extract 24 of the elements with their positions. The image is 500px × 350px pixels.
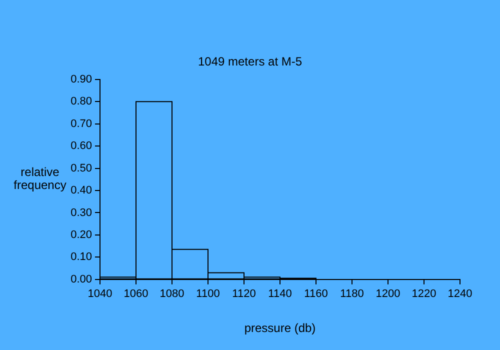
x-tick-label: 1220: [412, 288, 436, 300]
y-tick-label: 0.70: [70, 118, 92, 130]
y-tick-label: 0.30: [70, 206, 92, 219]
x-tick-label: 1100: [196, 288, 220, 300]
y-tick-label: 0.40: [70, 184, 92, 197]
y-tick-label: 0.00: [70, 273, 92, 286]
x-tick-label: 1240: [448, 288, 472, 300]
y-tick-label: 0.50: [70, 162, 92, 174]
x-tick-label: 1200: [376, 288, 400, 300]
x-tick-label: 1040: [88, 288, 112, 300]
x-tick-label: 1160: [304, 288, 328, 300]
x-tick-label: 1120: [232, 288, 256, 300]
y-tick-label: 0.90: [70, 73, 92, 86]
chart-title: 1049 meters at M-5: [198, 54, 302, 69]
x-tick-label: 1140: [268, 288, 292, 300]
y-axis-title: relative frequency: [14, 165, 66, 192]
x-tick-label: 1180: [340, 288, 364, 300]
y-tick-label: 0.80: [70, 96, 92, 108]
y-tick-label: 0.60: [70, 140, 92, 152]
x-tick-label: 1080: [160, 288, 184, 300]
x-axis-title: pressure (db): [244, 321, 316, 336]
y-tick-label: 0.10: [70, 251, 92, 264]
x-tick-label: 1060: [124, 288, 148, 300]
y-tick-label: 0.20: [70, 228, 92, 241]
